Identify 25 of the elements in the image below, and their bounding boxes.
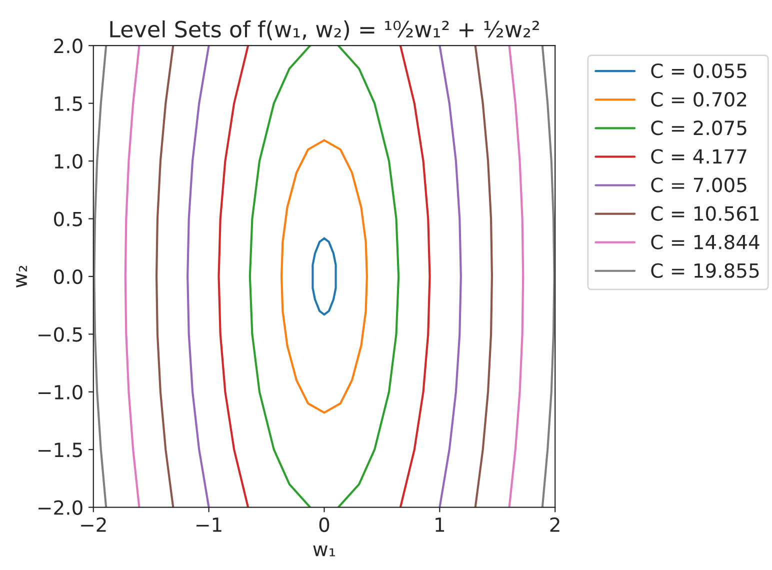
x-tick-label: 1 bbox=[436, 518, 444, 532]
legend-label: C = 14.844 bbox=[651, 234, 760, 250]
x-tick-label: 0 bbox=[319, 517, 330, 532]
x-tick-label: −1 bbox=[196, 518, 222, 532]
y-tick-label: −2.0 bbox=[38, 500, 82, 515]
legend-label: C = 2.075 bbox=[651, 120, 746, 136]
legend-label: C = 19.855 bbox=[651, 263, 759, 278]
y-tick-label: −0.5 bbox=[38, 327, 82, 342]
legend-label: C = 0.055 bbox=[651, 63, 746, 78]
y-tick-label: 1.0 bbox=[54, 154, 82, 169]
y-tick-label: 2.0 bbox=[54, 38, 82, 54]
x-tick-label: 2 bbox=[550, 517, 560, 532]
y-tick-label: 1.5 bbox=[54, 96, 82, 111]
chart-title: Level Sets of f(w₁, w₂) = ¹⁰⁄₂w₁² + ½w₂² bbox=[110, 20, 539, 40]
y-tick-label: −1.5 bbox=[38, 442, 82, 458]
x-tick-label: −2 bbox=[81, 517, 106, 532]
legend-label: C = 7.005 bbox=[651, 178, 746, 192]
y-axis-title: w₂ bbox=[16, 266, 27, 288]
y-tick-label: −1.0 bbox=[38, 384, 82, 400]
legend-label: C = 10.561 bbox=[651, 206, 759, 221]
legend-label: C = 4.177 bbox=[651, 149, 746, 164]
y-tick-label: 0.5 bbox=[54, 212, 82, 226]
y-tick-label: 0.0 bbox=[54, 269, 82, 284]
legend-label: C = 0.702 bbox=[651, 92, 746, 107]
x-axis-title: w₁ bbox=[313, 546, 336, 556]
